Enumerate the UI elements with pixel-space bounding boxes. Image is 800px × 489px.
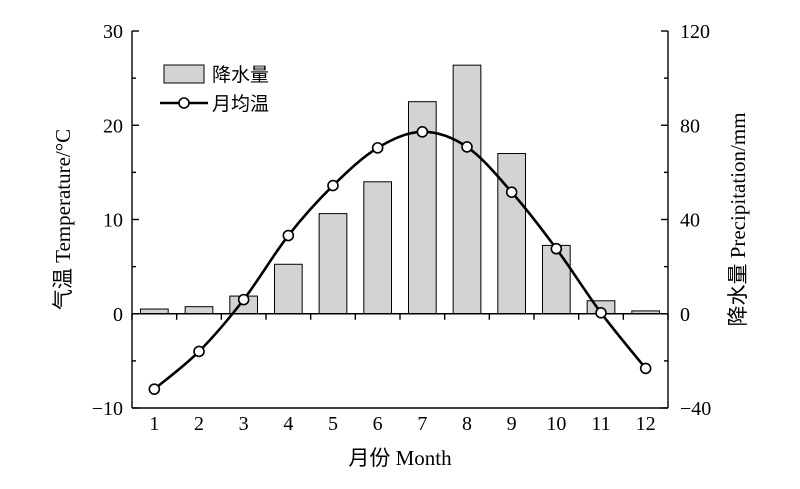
axes xyxy=(131,31,669,409)
temperature-point-5 xyxy=(327,179,339,192)
left-tick-label: 30 xyxy=(103,21,123,43)
x-tick-label-2: 2 xyxy=(194,413,204,435)
temperature-point-11 xyxy=(595,307,607,319)
legend-line-marker xyxy=(178,97,190,109)
temperature-point-7 xyxy=(416,126,429,138)
precipitation-bar-2 xyxy=(184,306,214,315)
x-tick-label-9: 9 xyxy=(507,413,517,435)
left-tick-label: 0 xyxy=(113,304,123,326)
precipitation-bar-8 xyxy=(452,64,482,315)
temperature-point-3 xyxy=(237,293,250,306)
left-tick-label: 20 xyxy=(103,115,123,137)
legend-bar-swatch xyxy=(163,64,205,84)
x-tick-label-11: 11 xyxy=(591,413,610,435)
temperature-series xyxy=(148,126,652,395)
x-tick-label-5: 5 xyxy=(328,413,338,435)
x-axis-ticks: 1 2 3 4 5 6 7 8 9 10 11 12 xyxy=(131,313,669,435)
right-tick-label: 0 xyxy=(680,304,690,326)
precipitation-bar-9 xyxy=(497,153,527,315)
temperature-point-4 xyxy=(282,229,295,242)
precipitation-bar-6 xyxy=(363,181,393,315)
left-tick-label: −10 xyxy=(92,398,123,420)
left-tick-label: 10 xyxy=(103,210,123,232)
temperature-point-12 xyxy=(639,362,652,375)
right-tick-label: 80 xyxy=(680,115,700,137)
x-tick-label-1: 1 xyxy=(149,413,159,435)
temperature-point-6 xyxy=(371,142,384,154)
legend: 降水量 月均温 xyxy=(160,64,269,115)
x-tick-label-3: 3 xyxy=(239,413,249,435)
legend-label-precipitation: 降水量 xyxy=(212,64,269,86)
left-axis-ticks: −10 0 10 20 30 xyxy=(92,21,139,420)
temperature-point-10 xyxy=(550,242,563,255)
right-tick-label: −40 xyxy=(680,398,711,420)
temperature-point-9 xyxy=(505,186,518,198)
precipitation-bars xyxy=(139,64,661,315)
right-axis-ticks: −40 0 40 80 120 xyxy=(661,21,711,420)
x-axis-title: 月份 Month xyxy=(348,446,452,470)
temperature-point-2 xyxy=(193,345,205,358)
x-tick-label-6: 6 xyxy=(373,413,383,435)
x-tick-label-7: 7 xyxy=(417,413,427,435)
x-tick-label-12: 12 xyxy=(636,413,656,435)
precipitation-bar-10 xyxy=(541,244,571,315)
right-tick-label: 120 xyxy=(680,21,710,43)
right-tick-label: 40 xyxy=(680,210,700,232)
left-axis-title: 气温 Temperature/°C xyxy=(51,129,75,310)
legend-label-temperature: 月均温 xyxy=(212,93,269,115)
x-tick-label-4: 4 xyxy=(283,413,293,435)
precipitation-bar-5 xyxy=(318,213,348,315)
temperature-line xyxy=(153,130,647,391)
temperature-point-1 xyxy=(148,383,161,395)
x-tick-label-8: 8 xyxy=(462,413,472,435)
precipitation-bar-4 xyxy=(273,263,303,315)
x-tick-label-10: 10 xyxy=(546,413,566,435)
right-axis-title: 降水量 Precipitation/mm xyxy=(726,112,750,326)
precipitation-bar-1 xyxy=(139,308,169,315)
temperature-point-8 xyxy=(461,141,473,153)
